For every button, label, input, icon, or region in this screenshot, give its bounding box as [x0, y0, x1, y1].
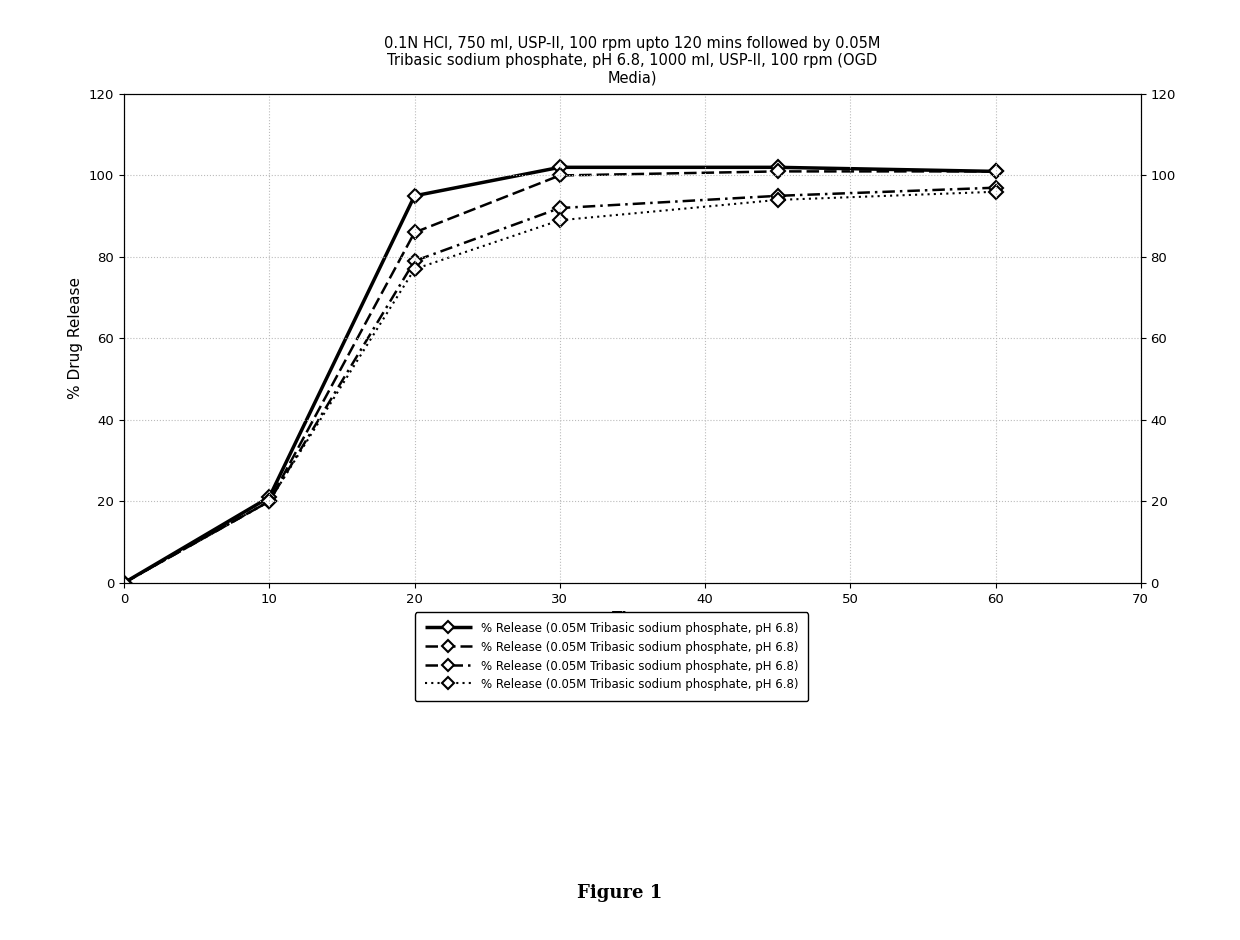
% Release (0.05M Tribasic sodium phosphate, pH 6.8) [117, 577, 131, 588]
Text: Figure 1: Figure 1 [578, 884, 662, 902]
% Release (0.05M Tribasic sodium phosphate, pH 6.8) [770, 165, 785, 177]
% Release (0.05M Tribasic sodium phosphate, pH 6.8) [262, 495, 277, 507]
% Release (0.05M Tribasic sodium phosphate, pH 6.8) [407, 190, 422, 201]
% Release (0.05M Tribasic sodium phosphate, pH 6.8) [552, 170, 567, 181]
% Release (0.05M Tribasic sodium phosphate, pH 6.8) [407, 263, 422, 274]
% Release (0.05M Tribasic sodium phosphate, pH 6.8) [552, 214, 567, 226]
% Release (0.05M Tribasic sodium phosphate, pH 6.8) [770, 195, 785, 206]
X-axis label: Time: Time [611, 611, 653, 626]
% Release (0.05M Tribasic sodium phosphate, pH 6.8) [988, 182, 1003, 194]
Y-axis label: % Drug Release: % Drug Release [68, 277, 83, 400]
% Release (0.05M Tribasic sodium phosphate, pH 6.8) [407, 256, 422, 267]
% Release (0.05M Tribasic sodium phosphate, pH 6.8) [262, 492, 277, 503]
% Release (0.05M Tribasic sodium phosphate, pH 6.8) [988, 186, 1003, 197]
Line: % Release (0.05M Tribasic sodium phosphate, pH 6.8): % Release (0.05M Tribasic sodium phospha… [119, 166, 1001, 588]
% Release (0.05M Tribasic sodium phosphate, pH 6.8) [770, 162, 785, 173]
Line: % Release (0.05M Tribasic sodium phosphate, pH 6.8): % Release (0.05M Tribasic sodium phospha… [119, 163, 1001, 588]
% Release (0.05M Tribasic sodium phosphate, pH 6.8) [117, 577, 131, 588]
Title: 0.1N HCl, 750 ml, USP-II, 100 rpm upto 120 mins followed by 0.05M
Tribasic sodiu: 0.1N HCl, 750 ml, USP-II, 100 rpm upto 1… [384, 36, 880, 86]
Line: % Release (0.05M Tribasic sodium phosphate, pH 6.8): % Release (0.05M Tribasic sodium phospha… [119, 182, 1001, 588]
% Release (0.05M Tribasic sodium phosphate, pH 6.8) [407, 227, 422, 238]
% Release (0.05M Tribasic sodium phosphate, pH 6.8) [262, 495, 277, 507]
% Release (0.05M Tribasic sodium phosphate, pH 6.8) [770, 190, 785, 201]
% Release (0.05M Tribasic sodium phosphate, pH 6.8) [262, 495, 277, 507]
% Release (0.05M Tribasic sodium phosphate, pH 6.8) [117, 577, 131, 588]
% Release (0.05M Tribasic sodium phosphate, pH 6.8) [117, 577, 131, 588]
% Release (0.05M Tribasic sodium phosphate, pH 6.8) [552, 162, 567, 173]
Line: % Release (0.05M Tribasic sodium phosphate, pH 6.8): % Release (0.05M Tribasic sodium phospha… [119, 187, 1001, 588]
% Release (0.05M Tribasic sodium phosphate, pH 6.8) [552, 202, 567, 213]
% Release (0.05M Tribasic sodium phosphate, pH 6.8) [988, 165, 1003, 177]
Legend: % Release (0.05M Tribasic sodium phosphate, pH 6.8), % Release (0.05M Tribasic s: % Release (0.05M Tribasic sodium phospha… [415, 612, 808, 701]
% Release (0.05M Tribasic sodium phosphate, pH 6.8) [988, 165, 1003, 177]
